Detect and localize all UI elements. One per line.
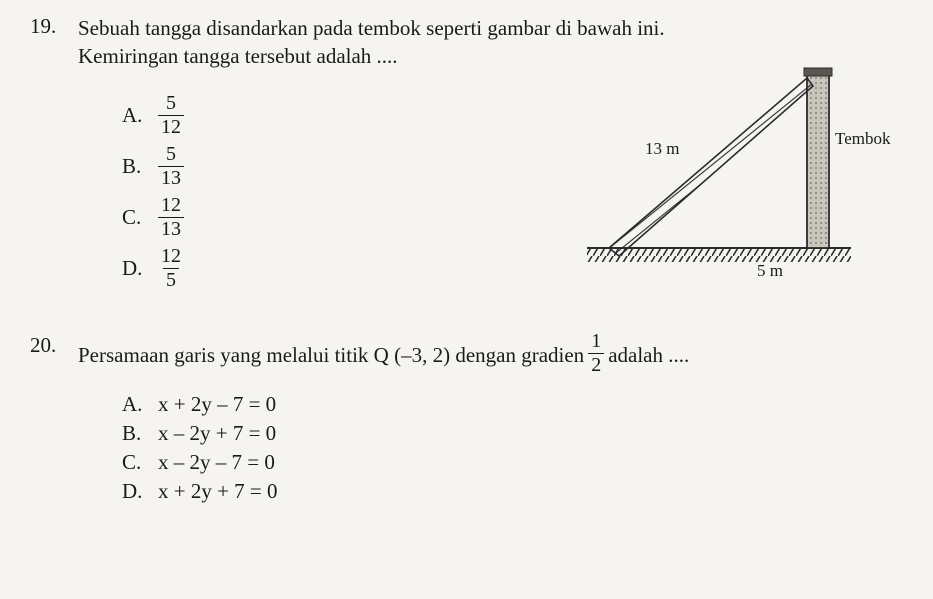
fraction-denominator: 5 (163, 268, 179, 291)
ladder (609, 78, 813, 256)
wall-label: Tembok (835, 129, 891, 148)
fraction: 5 13 (158, 144, 184, 189)
fraction-numerator: 1 (588, 331, 604, 353)
q20-choices: A. x + 2y – 7 = 0 B. x – 2y + 7 = 0 C. x… (122, 390, 903, 506)
choice-equation: x – 2y + 7 = 0 (158, 419, 276, 448)
q19-line1: Sebuah tangga disandarkan pada tembok se… (78, 14, 903, 42)
choice-letter: D. (122, 254, 158, 282)
q19-diagram: 13 m 5 m Tembok (579, 66, 899, 296)
q20-choice-c: C. x – 2y – 7 = 0 (122, 448, 903, 477)
fraction-denominator: 12 (158, 115, 184, 138)
q19-number: 19. (30, 14, 78, 39)
choice-letter: A. (122, 101, 158, 129)
choice-letter: C. (122, 448, 158, 477)
fraction-denominator: 13 (158, 166, 184, 189)
choice-letter: D. (122, 477, 158, 506)
triangle-svg: 13 m 5 m Tembok (579, 66, 899, 296)
q20-text: Persamaan garis yang melalui titik Q (–3… (78, 333, 903, 378)
fraction-denominator: 13 (158, 217, 184, 240)
q20-body: Persamaan garis yang melalui titik Q (–3… (78, 333, 903, 506)
choice-letter: B. (122, 419, 158, 448)
choice-equation: x – 2y – 7 = 0 (158, 448, 275, 477)
base-label: 5 m (757, 261, 783, 280)
fraction: 5 12 (158, 93, 184, 138)
fraction-numerator: 5 (163, 93, 179, 115)
q20-choice-d: D. x + 2y + 7 = 0 (122, 477, 903, 506)
q20-choice-b: B. x – 2y + 7 = 0 (122, 419, 903, 448)
question-20: 20. Persamaan garis yang melalui titik Q… (30, 333, 903, 506)
fraction: 12 13 (158, 195, 184, 240)
choice-equation: x + 2y + 7 = 0 (158, 477, 278, 506)
wall-cap (804, 68, 832, 76)
choice-letter: C. (122, 203, 158, 231)
fraction-denominator: 2 (588, 353, 604, 376)
q20-number: 20. (30, 333, 78, 358)
q20-text-before: Persamaan garis yang melalui titik Q (–3… (78, 341, 584, 369)
wall-rect (807, 72, 829, 248)
q20-choice-a: A. x + 2y – 7 = 0 (122, 390, 903, 419)
q20-fraction: 1 2 (588, 331, 604, 376)
choice-letter: B. (122, 152, 158, 180)
page: 19. Sebuah tangga disandarkan pada tembo… (0, 0, 933, 599)
fraction-numerator: 5 (163, 144, 179, 166)
q20-text-after: adalah .... (608, 341, 689, 369)
fraction-numerator: 12 (158, 195, 184, 217)
choice-equation: x + 2y – 7 = 0 (158, 390, 276, 419)
fraction-numerator: 12 (158, 246, 184, 268)
choice-letter: A. (122, 390, 158, 419)
hyp-label: 13 m (645, 139, 679, 158)
fraction: 12 5 (158, 246, 184, 291)
